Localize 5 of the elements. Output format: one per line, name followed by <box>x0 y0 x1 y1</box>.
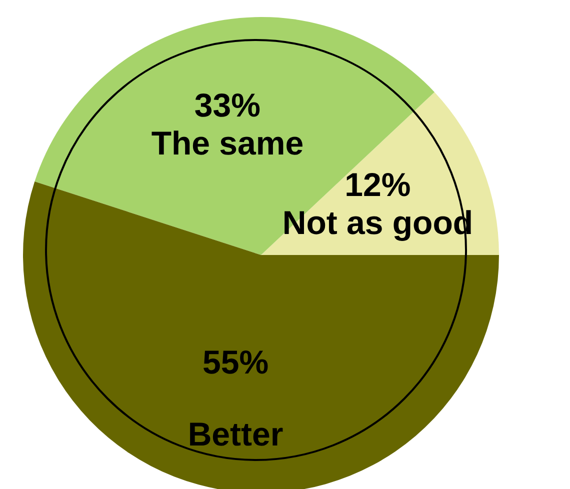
data-label: 12% <box>344 166 411 203</box>
data-label: 33% <box>194 86 260 124</box>
slice-label: The same <box>151 124 304 162</box>
slice-label: Better <box>188 415 284 452</box>
data-label: 55% <box>202 343 269 380</box>
